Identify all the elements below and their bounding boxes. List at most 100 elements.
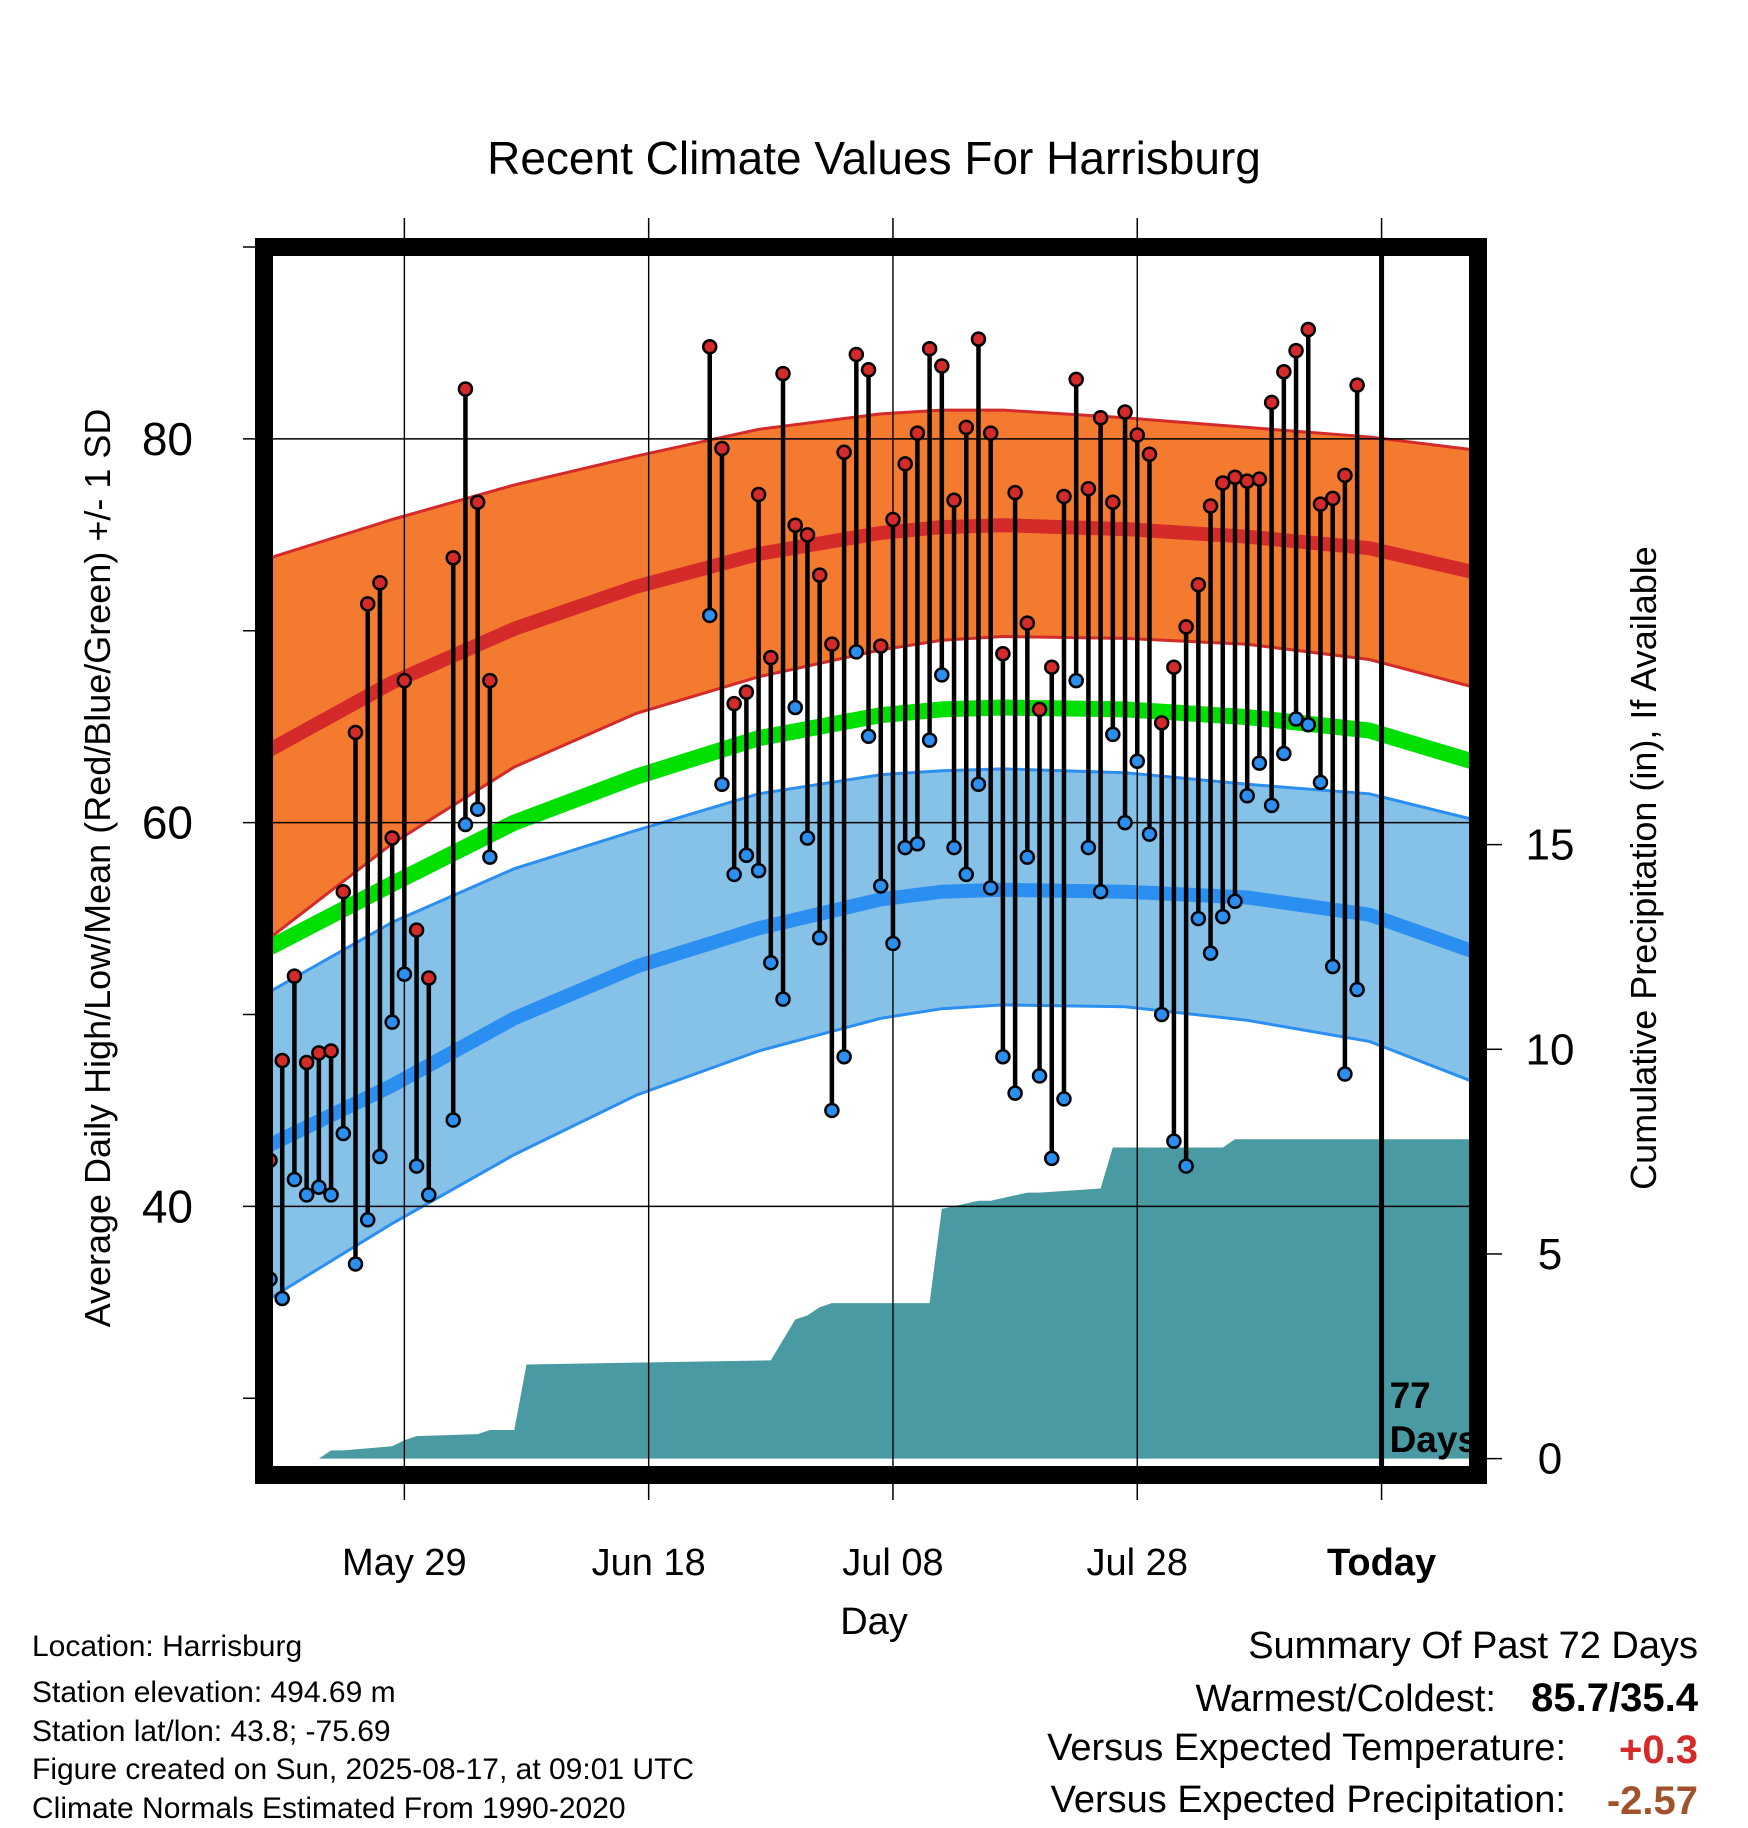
- created-text: Figure created on Sun, 2025-08-17, at 09…: [32, 1753, 694, 1786]
- temp-anomaly-value: +0.3: [1619, 1728, 1698, 1772]
- daily-low-point: [1263, 797, 1280, 814]
- daily-high-point: [1276, 363, 1292, 380]
- daily-low-point: [1288, 711, 1304, 727]
- daily-high-point: [811, 567, 828, 583]
- daily-low-point: [1080, 839, 1097, 856]
- daily-high-point: [1019, 615, 1036, 631]
- daily-low-point: [701, 607, 718, 624]
- daily-low-point: [1251, 755, 1268, 771]
- daily-high-point: [909, 425, 926, 441]
- daily-high-point: [372, 575, 388, 591]
- daily-high-point: [824, 636, 840, 652]
- latlon-text: Station lat/lon: 43.8; -75.69: [32, 1715, 391, 1748]
- daily-high-point: [873, 638, 889, 654]
- daily-low-point: [1056, 1091, 1072, 1107]
- daily-high-point: [799, 527, 816, 543]
- daily-low-point: [1031, 1068, 1048, 1084]
- daily-high-point: [1056, 488, 1072, 505]
- daily-high-point: [714, 440, 730, 457]
- daily-low-point: [1190, 910, 1207, 927]
- precipitation-area: [270, 1139, 1478, 1459]
- daily-high-point: [384, 830, 400, 846]
- daily-low-point: [909, 835, 926, 852]
- daily-high-point: [750, 486, 767, 503]
- daily-low-point: [372, 1148, 388, 1165]
- daily-high-point: [359, 596, 376, 612]
- daily-low-point: [1276, 745, 1292, 762]
- daily-low-point: [982, 880, 999, 896]
- daily-low-point: [787, 699, 803, 716]
- daily-low-point: [1068, 672, 1084, 689]
- daily-high-point: [1239, 473, 1255, 489]
- daily-low-point: [408, 1158, 425, 1174]
- daily-low-point: [298, 1187, 315, 1203]
- daily-high-point: [701, 339, 718, 355]
- warmest-value: 85.7/35.4: [1531, 1676, 1699, 1720]
- daily-high-point: [885, 511, 901, 528]
- daily-high-point: [1092, 410, 1109, 426]
- location-text: Location: Harrisburg: [32, 1630, 302, 1663]
- daily-low-point: [1300, 717, 1317, 733]
- daily-high-point: [1215, 475, 1231, 491]
- daily-high-point: [1178, 619, 1194, 635]
- daily-low-point: [421, 1187, 437, 1203]
- daily-high-point: [1080, 481, 1097, 497]
- daily-high-point: [860, 362, 877, 378]
- daily-high-point: [482, 672, 498, 689]
- daily-high-point: [848, 346, 865, 363]
- daily-low-point: [311, 1179, 327, 1195]
- daily-high-point: [787, 517, 803, 533]
- daily-low-point: [921, 732, 938, 748]
- daily-low-point: [1312, 774, 1329, 791]
- precip-anomaly-label: Versus Expected Precipitation:: [1051, 1779, 1566, 1821]
- daily-low-point: [958, 866, 975, 883]
- daily-high-point: [396, 672, 413, 689]
- daily-low-point: [1349, 981, 1365, 998]
- y2-tick-label: 15: [1526, 821, 1575, 870]
- daily-high-point: [995, 646, 1011, 662]
- chart-title: Recent Climate Values For Harrisburg: [487, 132, 1261, 184]
- y-tick-label: 80: [142, 413, 193, 465]
- daily-low-point: [726, 866, 742, 883]
- y2-tick-label: 5: [1538, 1230, 1562, 1279]
- daily-low-point: [359, 1212, 376, 1228]
- daily-high-point: [469, 494, 486, 510]
- normal-high-line: [266, 518, 1478, 756]
- daily-low-point: [714, 776, 730, 792]
- daily-low-point: [775, 991, 791, 1007]
- today-days-count: 77: [1390, 1375, 1431, 1416]
- daily-high-point: [1349, 377, 1365, 393]
- daily-high-point: [1117, 404, 1133, 420]
- daily-high-point: [1300, 321, 1317, 338]
- daily-high-point: [946, 492, 962, 509]
- daily-high-point: [921, 340, 938, 357]
- daily-low-point: [848, 644, 865, 660]
- daily-low-point: [799, 830, 816, 846]
- daily-high-point: [934, 358, 950, 374]
- daily-low-point: [1324, 958, 1341, 975]
- daily-low-point: [885, 935, 901, 952]
- daily-high-point: [457, 381, 474, 397]
- daily-high-point: [286, 968, 303, 984]
- daily-high-point: [1166, 659, 1182, 675]
- daily-low-point: [763, 954, 779, 971]
- daily-high-point: [958, 419, 975, 436]
- daily-low-point: [750, 862, 767, 879]
- daily-low-point: [323, 1187, 339, 1203]
- daily-high-point: [1031, 701, 1048, 718]
- daily-high-point: [421, 970, 437, 986]
- daily-high-point: [1129, 427, 1146, 443]
- daily-high-point: [1153, 715, 1170, 731]
- daily-low-point: [396, 966, 413, 982]
- daily-high-point: [298, 1054, 315, 1071]
- daily-high-point: [408, 922, 425, 938]
- summary-heading: Summary Of Past 72 Days: [1248, 1625, 1698, 1667]
- station-info: Location: Harrisburg Station elevation: …: [32, 1630, 694, 1825]
- daily-high-point: [1337, 467, 1353, 484]
- daily-high-point: [1190, 576, 1207, 593]
- daily-low-point: [1178, 1158, 1194, 1174]
- x-tick-label: Jul 28: [1087, 1542, 1188, 1584]
- daily-low-point: [836, 1048, 852, 1065]
- daily-low-point: [1019, 849, 1036, 865]
